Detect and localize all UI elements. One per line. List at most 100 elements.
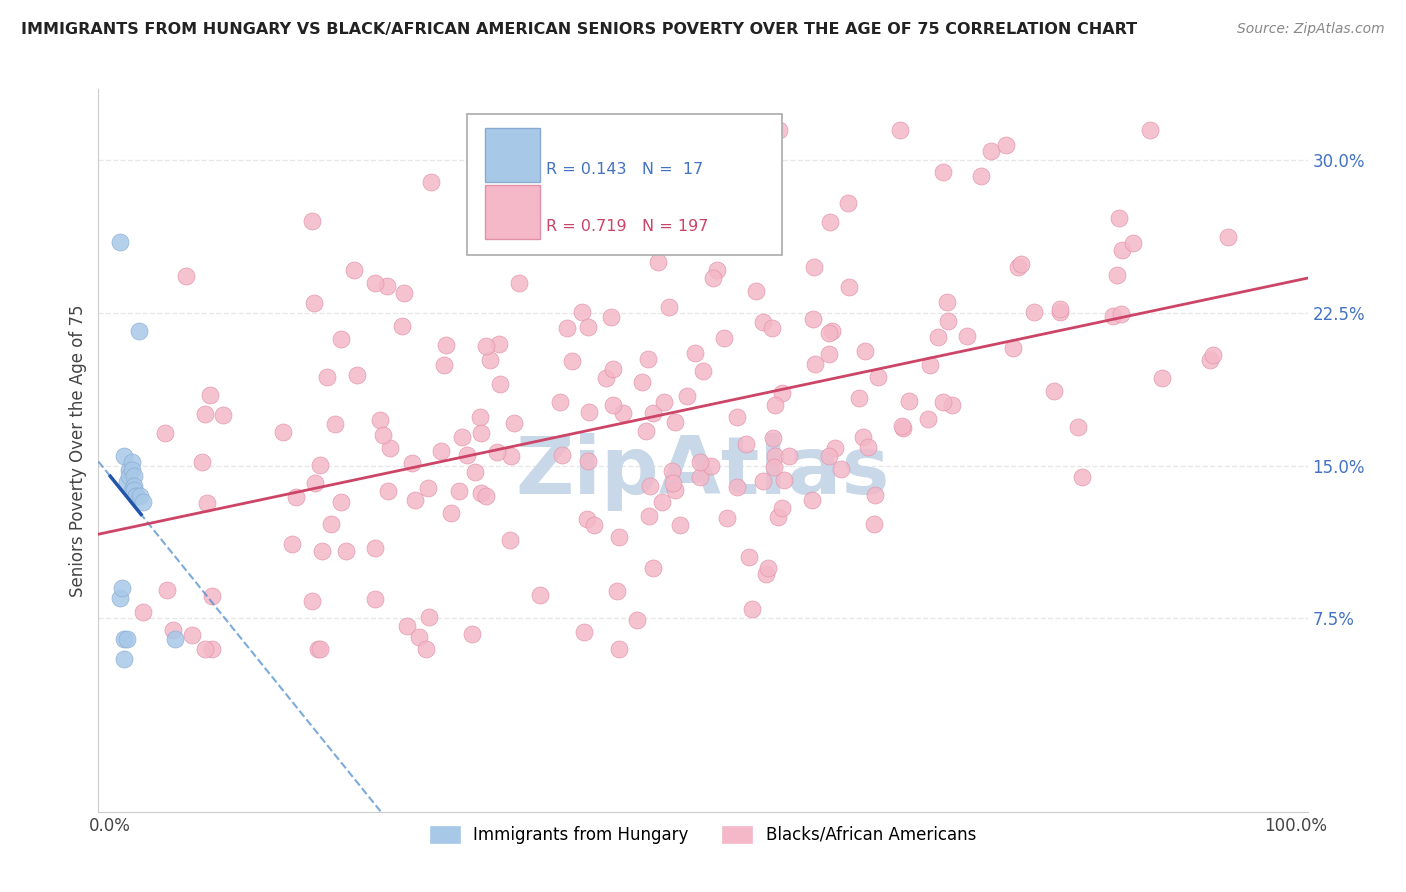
Point (607, 530, 630, 544)
Point (918, 358, 941, 372)
Point (1105, 268, 1128, 282)
Point (114, 449, 136, 463)
Point (1122, 236, 1144, 251)
FancyBboxPatch shape (485, 128, 540, 182)
Point (378, 441, 401, 455)
Point (329, 494, 352, 508)
Point (818, 326, 841, 341)
Point (643, 405, 665, 419)
Point (111, 581, 134, 595)
Point (571, 305, 593, 319)
Point (502, 417, 524, 431)
Point (125, 489, 148, 503)
Point (368, 413, 391, 427)
Point (316, 370, 339, 384)
Point (602, 398, 624, 412)
Point (838, 279, 860, 293)
Point (936, 313, 959, 327)
Point (195, 495, 218, 509)
Point (766, 510, 789, 524)
Point (475, 489, 498, 503)
Point (121, 463, 143, 477)
Point (194, 641, 217, 656)
Point (418, 481, 440, 495)
Point (804, 357, 827, 371)
Point (600, 310, 623, 325)
Y-axis label: Seniors Poverty Over the Age of 75: Seniors Poverty Over the Age of 75 (69, 304, 87, 597)
Point (548, 395, 571, 409)
Point (751, 475, 773, 489)
Point (927, 329, 949, 343)
Point (761, 321, 783, 335)
Point (451, 430, 474, 444)
Point (447, 484, 470, 499)
FancyBboxPatch shape (467, 114, 782, 255)
Point (683, 346, 706, 360)
Point (576, 319, 599, 334)
Point (1150, 370, 1173, 384)
Point (1139, 123, 1161, 137)
Point (803, 260, 825, 274)
Point (1001, 342, 1024, 356)
Point (371, 428, 394, 442)
Point (821, 324, 844, 338)
Point (415, 641, 437, 656)
Point (689, 455, 711, 469)
Point (1108, 211, 1130, 225)
Point (194, 407, 217, 421)
Point (301, 214, 323, 228)
Point (408, 630, 430, 644)
Point (391, 318, 413, 333)
Point (433, 358, 456, 372)
Point (692, 364, 714, 378)
Point (335, 544, 357, 558)
Point (1109, 307, 1132, 321)
Point (479, 352, 502, 367)
Point (118, 463, 141, 477)
Point (638, 478, 661, 492)
Point (725, 409, 748, 424)
Point (1202, 348, 1225, 362)
Point (395, 618, 418, 632)
Point (830, 462, 852, 476)
Point (658, 300, 681, 314)
Point (364, 276, 387, 290)
Point (741, 601, 763, 615)
Point (1198, 353, 1220, 368)
Point (308, 641, 330, 656)
Point (377, 483, 399, 498)
Point (508, 276, 530, 290)
Point (725, 480, 748, 494)
Point (626, 614, 648, 628)
Point (561, 354, 583, 368)
Point (212, 408, 235, 422)
Point (456, 448, 478, 462)
Point (114, 632, 136, 646)
Point (576, 454, 599, 468)
Point (1010, 257, 1032, 271)
Point (1024, 305, 1046, 319)
Point (716, 510, 738, 524)
Point (418, 610, 440, 624)
Point (440, 506, 463, 520)
Point (636, 425, 658, 439)
Text: ZipAtlas: ZipAtlas (516, 434, 890, 511)
Point (865, 488, 887, 502)
Point (470, 426, 492, 441)
Point (637, 351, 659, 366)
Point (285, 491, 308, 505)
Point (852, 430, 875, 444)
Point (121, 455, 143, 469)
Point (773, 473, 796, 487)
Point (474, 339, 496, 353)
Point (970, 169, 993, 183)
Point (419, 175, 441, 189)
Point (638, 508, 661, 523)
Point (302, 296, 325, 310)
Legend: Immigrants from Hungary, Blacks/African Americans: Immigrants from Hungary, Blacks/African … (423, 819, 983, 850)
Point (485, 445, 508, 459)
Point (1043, 384, 1066, 398)
Point (756, 561, 779, 575)
Point (662, 475, 685, 490)
Point (572, 624, 595, 639)
